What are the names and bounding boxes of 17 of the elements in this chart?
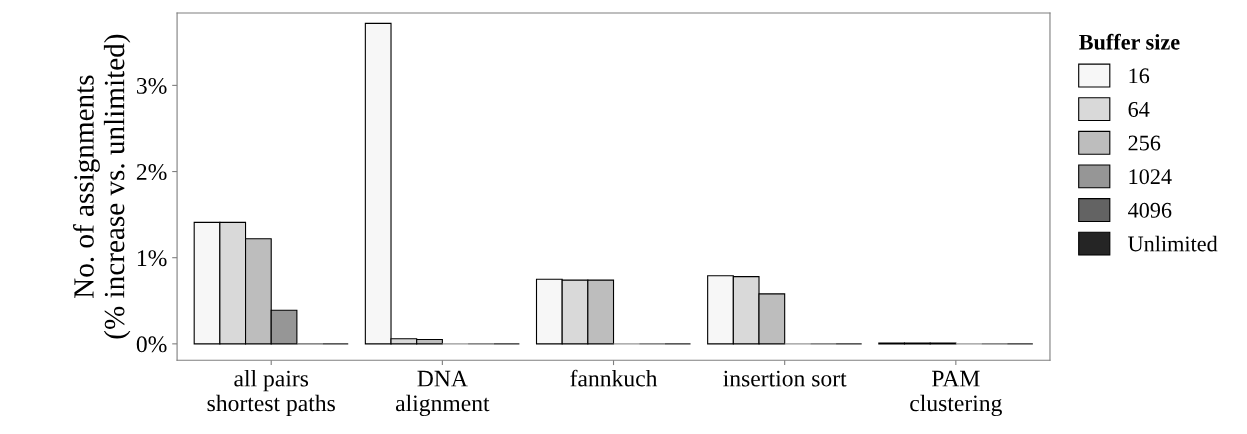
y-tick-label: 0% xyxy=(136,336,167,353)
legend-label: 1024 xyxy=(1129,169,1172,185)
y-tick-label: 1% xyxy=(137,250,167,267)
x-tick-label: DNA alignment xyxy=(395,370,490,417)
x-tick-label: insertion sort xyxy=(723,370,847,387)
y-axis-title: No. of assignments (% increase vs. unlimited) xyxy=(73,34,131,339)
legend-title: Buffer size xyxy=(1079,33,1180,50)
legend-label: 4096 xyxy=(1128,202,1172,218)
x-tick-label: all pairs shortest paths xyxy=(207,369,335,417)
x-tick-label: fannkuch xyxy=(570,369,658,387)
y-tick-label: 3% xyxy=(137,77,167,94)
legend-label: 64 xyxy=(1128,101,1150,117)
x-tick-label: PAM clustering xyxy=(910,370,1002,417)
legend-label: Unlimited xyxy=(1128,235,1218,252)
legend-label: 16 xyxy=(1129,68,1150,84)
y-tick-label: 2% xyxy=(136,164,167,181)
legend-label: 256 xyxy=(1128,135,1161,151)
